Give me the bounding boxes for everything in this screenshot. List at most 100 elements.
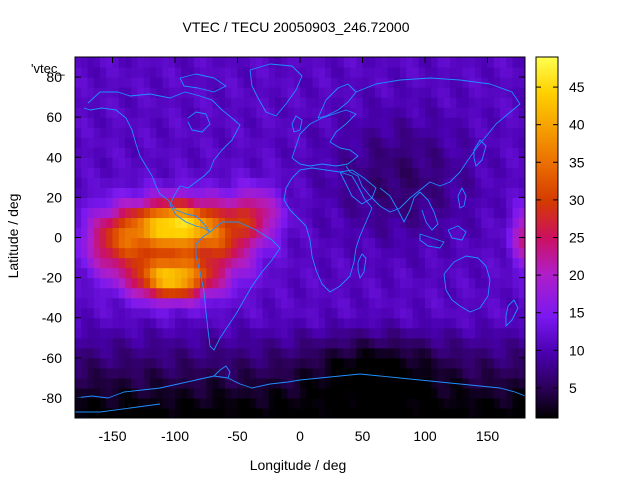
heatmap-cell bbox=[331, 267, 339, 279]
heatmap-cell bbox=[193, 167, 201, 178]
heatmap-cell bbox=[512, 87, 520, 98]
heatmap-cell bbox=[275, 267, 282, 279]
heatmap-cell bbox=[437, 87, 445, 98]
heatmap-cell bbox=[262, 187, 270, 198]
heatmap-cell bbox=[150, 87, 157, 98]
heatmap-cell bbox=[112, 167, 120, 178]
heatmap-cell bbox=[512, 147, 520, 158]
heatmap-cell bbox=[150, 147, 157, 158]
heatmap-cell bbox=[337, 287, 345, 299]
heatmap-cell bbox=[318, 107, 326, 118]
heatmap-cell bbox=[225, 337, 232, 349]
heatmap-cell bbox=[312, 187, 320, 198]
heatmap-cell bbox=[312, 107, 320, 118]
heatmap-cell bbox=[493, 357, 501, 369]
heatmap-cell bbox=[475, 377, 482, 389]
x-tick-label: -50 bbox=[227, 428, 247, 444]
heatmap-cell bbox=[356, 67, 364, 78]
heatmap-cell bbox=[431, 77, 439, 88]
heatmap-cell bbox=[193, 57, 201, 68]
heatmap-cell bbox=[443, 67, 451, 78]
heatmap-cell bbox=[406, 187, 414, 198]
heatmap-cell bbox=[112, 127, 120, 138]
heatmap-cell bbox=[118, 227, 126, 239]
heatmap-cell bbox=[300, 207, 307, 219]
heatmap-cell bbox=[318, 397, 326, 409]
heatmap-cell bbox=[256, 277, 264, 289]
heatmap-cell bbox=[337, 157, 345, 168]
heatmap-cell bbox=[325, 357, 332, 369]
heatmap-cell bbox=[256, 317, 264, 329]
heatmap-cell bbox=[293, 377, 301, 389]
heatmap-cell bbox=[350, 387, 357, 399]
heatmap-cell bbox=[262, 347, 270, 359]
heatmap-cell bbox=[362, 97, 370, 108]
heatmap-cell bbox=[268, 207, 276, 219]
heatmap-cell bbox=[293, 327, 301, 339]
heatmap-cell bbox=[206, 387, 214, 399]
heatmap-cell bbox=[493, 307, 501, 319]
heatmap-cell bbox=[318, 87, 326, 98]
heatmap-cell bbox=[481, 137, 489, 148]
heatmap-cell bbox=[343, 237, 351, 249]
heatmap-cell bbox=[143, 407, 151, 418]
heatmap-cell bbox=[75, 367, 82, 379]
heatmap-cell bbox=[468, 67, 476, 78]
heatmap-cell bbox=[368, 167, 376, 178]
heatmap-cell bbox=[256, 347, 264, 359]
heatmap-cell bbox=[81, 307, 89, 319]
heatmap-cell bbox=[256, 337, 264, 349]
heatmap-cell bbox=[518, 297, 525, 309]
heatmap-cell bbox=[112, 387, 120, 399]
heatmap-cell bbox=[237, 277, 245, 289]
heatmap-cell bbox=[131, 187, 139, 198]
heatmap-cell bbox=[106, 407, 114, 418]
heatmap-cell bbox=[368, 247, 376, 259]
heatmap-cell bbox=[293, 217, 301, 229]
heatmap-cell bbox=[181, 187, 189, 198]
heatmap-cell bbox=[381, 307, 389, 319]
heatmap-cell bbox=[306, 137, 314, 148]
heatmap-cell bbox=[418, 297, 426, 309]
heatmap-cell bbox=[100, 397, 107, 409]
heatmap-cell bbox=[368, 267, 376, 279]
heatmap-cell bbox=[231, 377, 239, 389]
heatmap-cell bbox=[456, 317, 464, 329]
heatmap-cell bbox=[112, 147, 120, 158]
heatmap-cell bbox=[500, 217, 507, 229]
heatmap-cell bbox=[281, 317, 289, 329]
heatmap-cell bbox=[306, 147, 314, 158]
heatmap-cell bbox=[75, 297, 82, 309]
heatmap-cell bbox=[406, 387, 414, 399]
heatmap-cell bbox=[400, 147, 407, 158]
heatmap-cell bbox=[200, 257, 207, 269]
heatmap-cell bbox=[425, 387, 432, 399]
heatmap-cell bbox=[368, 327, 376, 339]
heatmap-cell bbox=[287, 267, 295, 279]
heatmap-cell bbox=[406, 277, 414, 289]
heatmap-cell bbox=[137, 87, 145, 98]
heatmap-cell bbox=[106, 367, 114, 379]
heatmap-cell bbox=[443, 337, 451, 349]
heatmap-cell bbox=[243, 287, 251, 299]
heatmap-cell bbox=[100, 347, 107, 359]
heatmap-cell bbox=[181, 397, 189, 409]
heatmap-cell bbox=[143, 297, 151, 309]
heatmap-cell bbox=[518, 117, 525, 128]
heatmap-cell bbox=[506, 137, 514, 148]
heatmap-cell bbox=[387, 207, 395, 219]
heatmap-cell bbox=[306, 57, 314, 68]
heatmap-cell bbox=[181, 77, 189, 88]
heatmap-cell bbox=[487, 297, 495, 309]
heatmap-cell bbox=[343, 327, 351, 339]
heatmap-cell bbox=[306, 307, 314, 319]
heatmap-cell bbox=[468, 327, 476, 339]
heatmap-cell bbox=[387, 157, 395, 168]
heatmap-cell bbox=[406, 317, 414, 329]
heatmap-cell bbox=[200, 187, 207, 198]
heatmap-cell bbox=[237, 167, 245, 178]
y-tick-label: 60 bbox=[46, 109, 62, 125]
heatmap-cell bbox=[100, 377, 107, 389]
heatmap-cell bbox=[225, 237, 232, 249]
heatmap-cell bbox=[518, 57, 525, 68]
